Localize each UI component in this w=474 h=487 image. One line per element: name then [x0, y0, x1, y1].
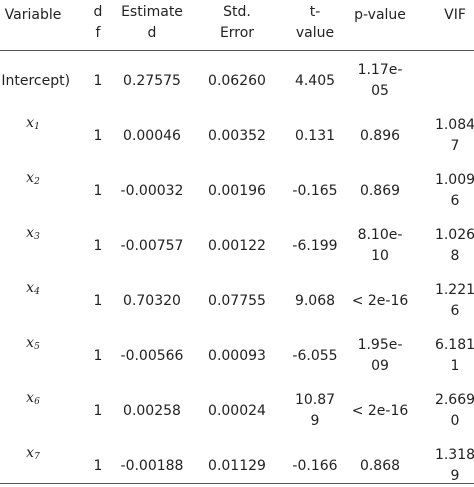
header-variable: Variable: [4, 7, 62, 23]
cell-df: 1: [93, 458, 103, 474]
cell-variable: x7: [26, 443, 40, 468]
variable-symbol: x: [26, 170, 35, 186]
cell-tvalue: -6.199: [292, 238, 338, 254]
cell-vif: 6.181 1: [434, 337, 474, 374]
cell-vif: 2.669 0: [434, 392, 474, 429]
cell-pvalue: 0.869: [359, 183, 401, 199]
cell-df: 1: [93, 128, 103, 144]
cell-estimate: -0.00757: [120, 238, 184, 254]
cell-df: 1: [93, 348, 103, 364]
cell-tvalue: 10.87 9: [294, 392, 336, 429]
cell-pvalue: 0.868: [359, 458, 401, 474]
cell-stderr: 0.07755: [208, 293, 266, 309]
variable-subscript: 6: [34, 397, 40, 407]
cell-variable: x4: [26, 278, 40, 303]
cell-variable: x1: [26, 113, 40, 138]
cell-estimate: 0.00046: [123, 128, 181, 144]
cell-df: 1: [93, 293, 103, 309]
variable-symbol: x: [26, 280, 35, 296]
variable-subscript: 2: [34, 177, 40, 187]
cell-vif: 1.221 6: [434, 282, 474, 319]
cell-pvalue: < 2e-16: [351, 403, 409, 419]
cell-variable: x5: [26, 333, 40, 358]
header-stderr: Std. Error: [219, 4, 255, 41]
variable-symbol: x: [26, 445, 35, 461]
cell-stderr: 0.01129: [208, 458, 266, 474]
cell-stderr: 0.06260: [208, 73, 266, 89]
cell-variable: x6: [26, 388, 40, 413]
cell-df: 1: [93, 238, 103, 254]
cell-tvalue: -0.166: [292, 458, 338, 474]
cell-estimate: -0.00188: [120, 458, 184, 474]
header-tvalue: t- value: [295, 4, 335, 41]
variable-symbol: x: [26, 225, 35, 241]
header-df: d f: [93, 4, 103, 41]
cell-stderr: 0.00352: [208, 128, 266, 144]
cell-tvalue: 9.068: [294, 293, 336, 309]
header-pvalue: p-value: [354, 7, 406, 23]
cell-pvalue: 1.17e- 05: [357, 62, 403, 99]
cell-variable: (Intercept): [0, 73, 71, 89]
cell-df: 1: [93, 183, 103, 199]
cell-df: 1: [93, 403, 103, 419]
cell-df: 1: [93, 73, 103, 89]
cell-stderr: 0.00093: [208, 348, 266, 364]
variable-symbol: x: [26, 390, 35, 406]
cell-pvalue: 8.10e- 10: [357, 227, 403, 264]
cell-vif: 1.026 8: [434, 227, 474, 264]
variable-subscript: 7: [34, 452, 40, 462]
cell-vif: 1.084 7: [434, 117, 474, 154]
cell-stderr: 0.00024: [208, 403, 266, 419]
variable-subscript: 4: [34, 287, 40, 297]
cell-tvalue: -6.055: [292, 348, 338, 364]
variable-symbol: x: [26, 335, 35, 351]
cell-stderr: 0.00122: [208, 238, 266, 254]
cell-stderr: 0.00196: [208, 183, 266, 199]
header-vif: VIF: [444, 7, 466, 23]
cell-tvalue: -0.165: [292, 183, 338, 199]
header-rule: [0, 50, 474, 51]
cell-vif: 1.009 6: [434, 172, 474, 209]
cell-estimate: -0.00032: [120, 183, 184, 199]
cell-pvalue: 0.896: [359, 128, 401, 144]
cell-pvalue: < 2e-16: [351, 293, 409, 309]
cell-vif: 1.318 9: [434, 447, 474, 484]
cell-variable: x2: [26, 168, 40, 193]
cell-estimate: 0.70320: [123, 293, 181, 309]
variable-subscript: 1: [34, 122, 40, 132]
cell-pvalue: 1.95e- 09: [357, 337, 403, 374]
variable-subscript: 5: [34, 342, 40, 352]
cell-variable: x3: [26, 223, 40, 248]
cell-estimate: 0.27575: [123, 73, 181, 89]
cell-tvalue: 4.405: [294, 73, 336, 89]
header-estimate: Estimate d: [121, 4, 183, 41]
cell-estimate: 0.00258: [123, 403, 181, 419]
cell-tvalue: 0.131: [294, 128, 336, 144]
variable-subscript: 3: [34, 232, 40, 242]
variable-symbol: x: [26, 115, 35, 131]
cell-estimate: -0.00566: [120, 348, 184, 364]
